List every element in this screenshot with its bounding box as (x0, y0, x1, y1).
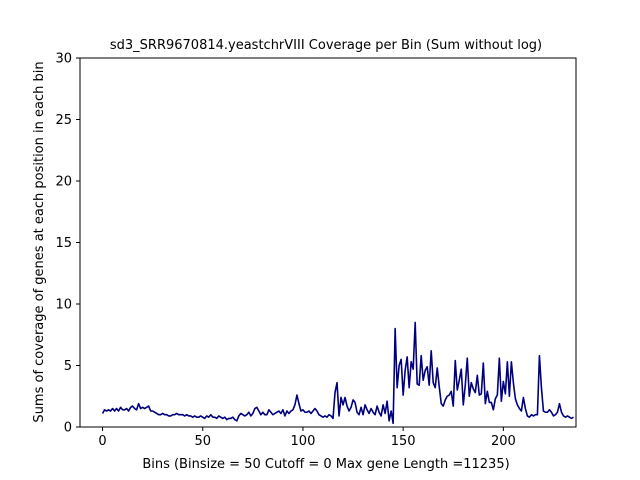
y-axis-label: Sums of coverage of genes at each positi… (32, 61, 47, 422)
y-tick-label: 0 (64, 421, 72, 436)
chart-title: sd3_SRR9670814.yeastchrVIII Coverage per… (110, 38, 542, 53)
x-tick-label: 100 (291, 434, 316, 449)
x-tick-label: 200 (491, 434, 516, 449)
y-tick-label: 30 (55, 52, 72, 67)
x-tick-label: 0 (98, 434, 106, 449)
x-tick-label: 50 (194, 434, 211, 449)
y-tick-label: 15 (55, 236, 72, 251)
y-tick-label: 10 (55, 298, 72, 313)
series-line-0 (101, 321, 574, 425)
plot-area (80, 58, 576, 427)
y-tick-label: 25 (55, 113, 72, 128)
plot-frame (79, 57, 577, 428)
x-axis-label: Bins (Binsize = 50 Cutoff = 0 Max gene L… (142, 457, 509, 472)
x-axis-ticks: 0 50 100 150 200 (98, 427, 516, 449)
y-tick-label: 20 (55, 175, 72, 190)
y-axis-ticks: 0 5 10 15 20 25 30 (55, 52, 80, 436)
x-tick-label: 150 (391, 434, 416, 449)
series-layer (101, 321, 574, 425)
y-tick-label: 5 (64, 359, 72, 374)
